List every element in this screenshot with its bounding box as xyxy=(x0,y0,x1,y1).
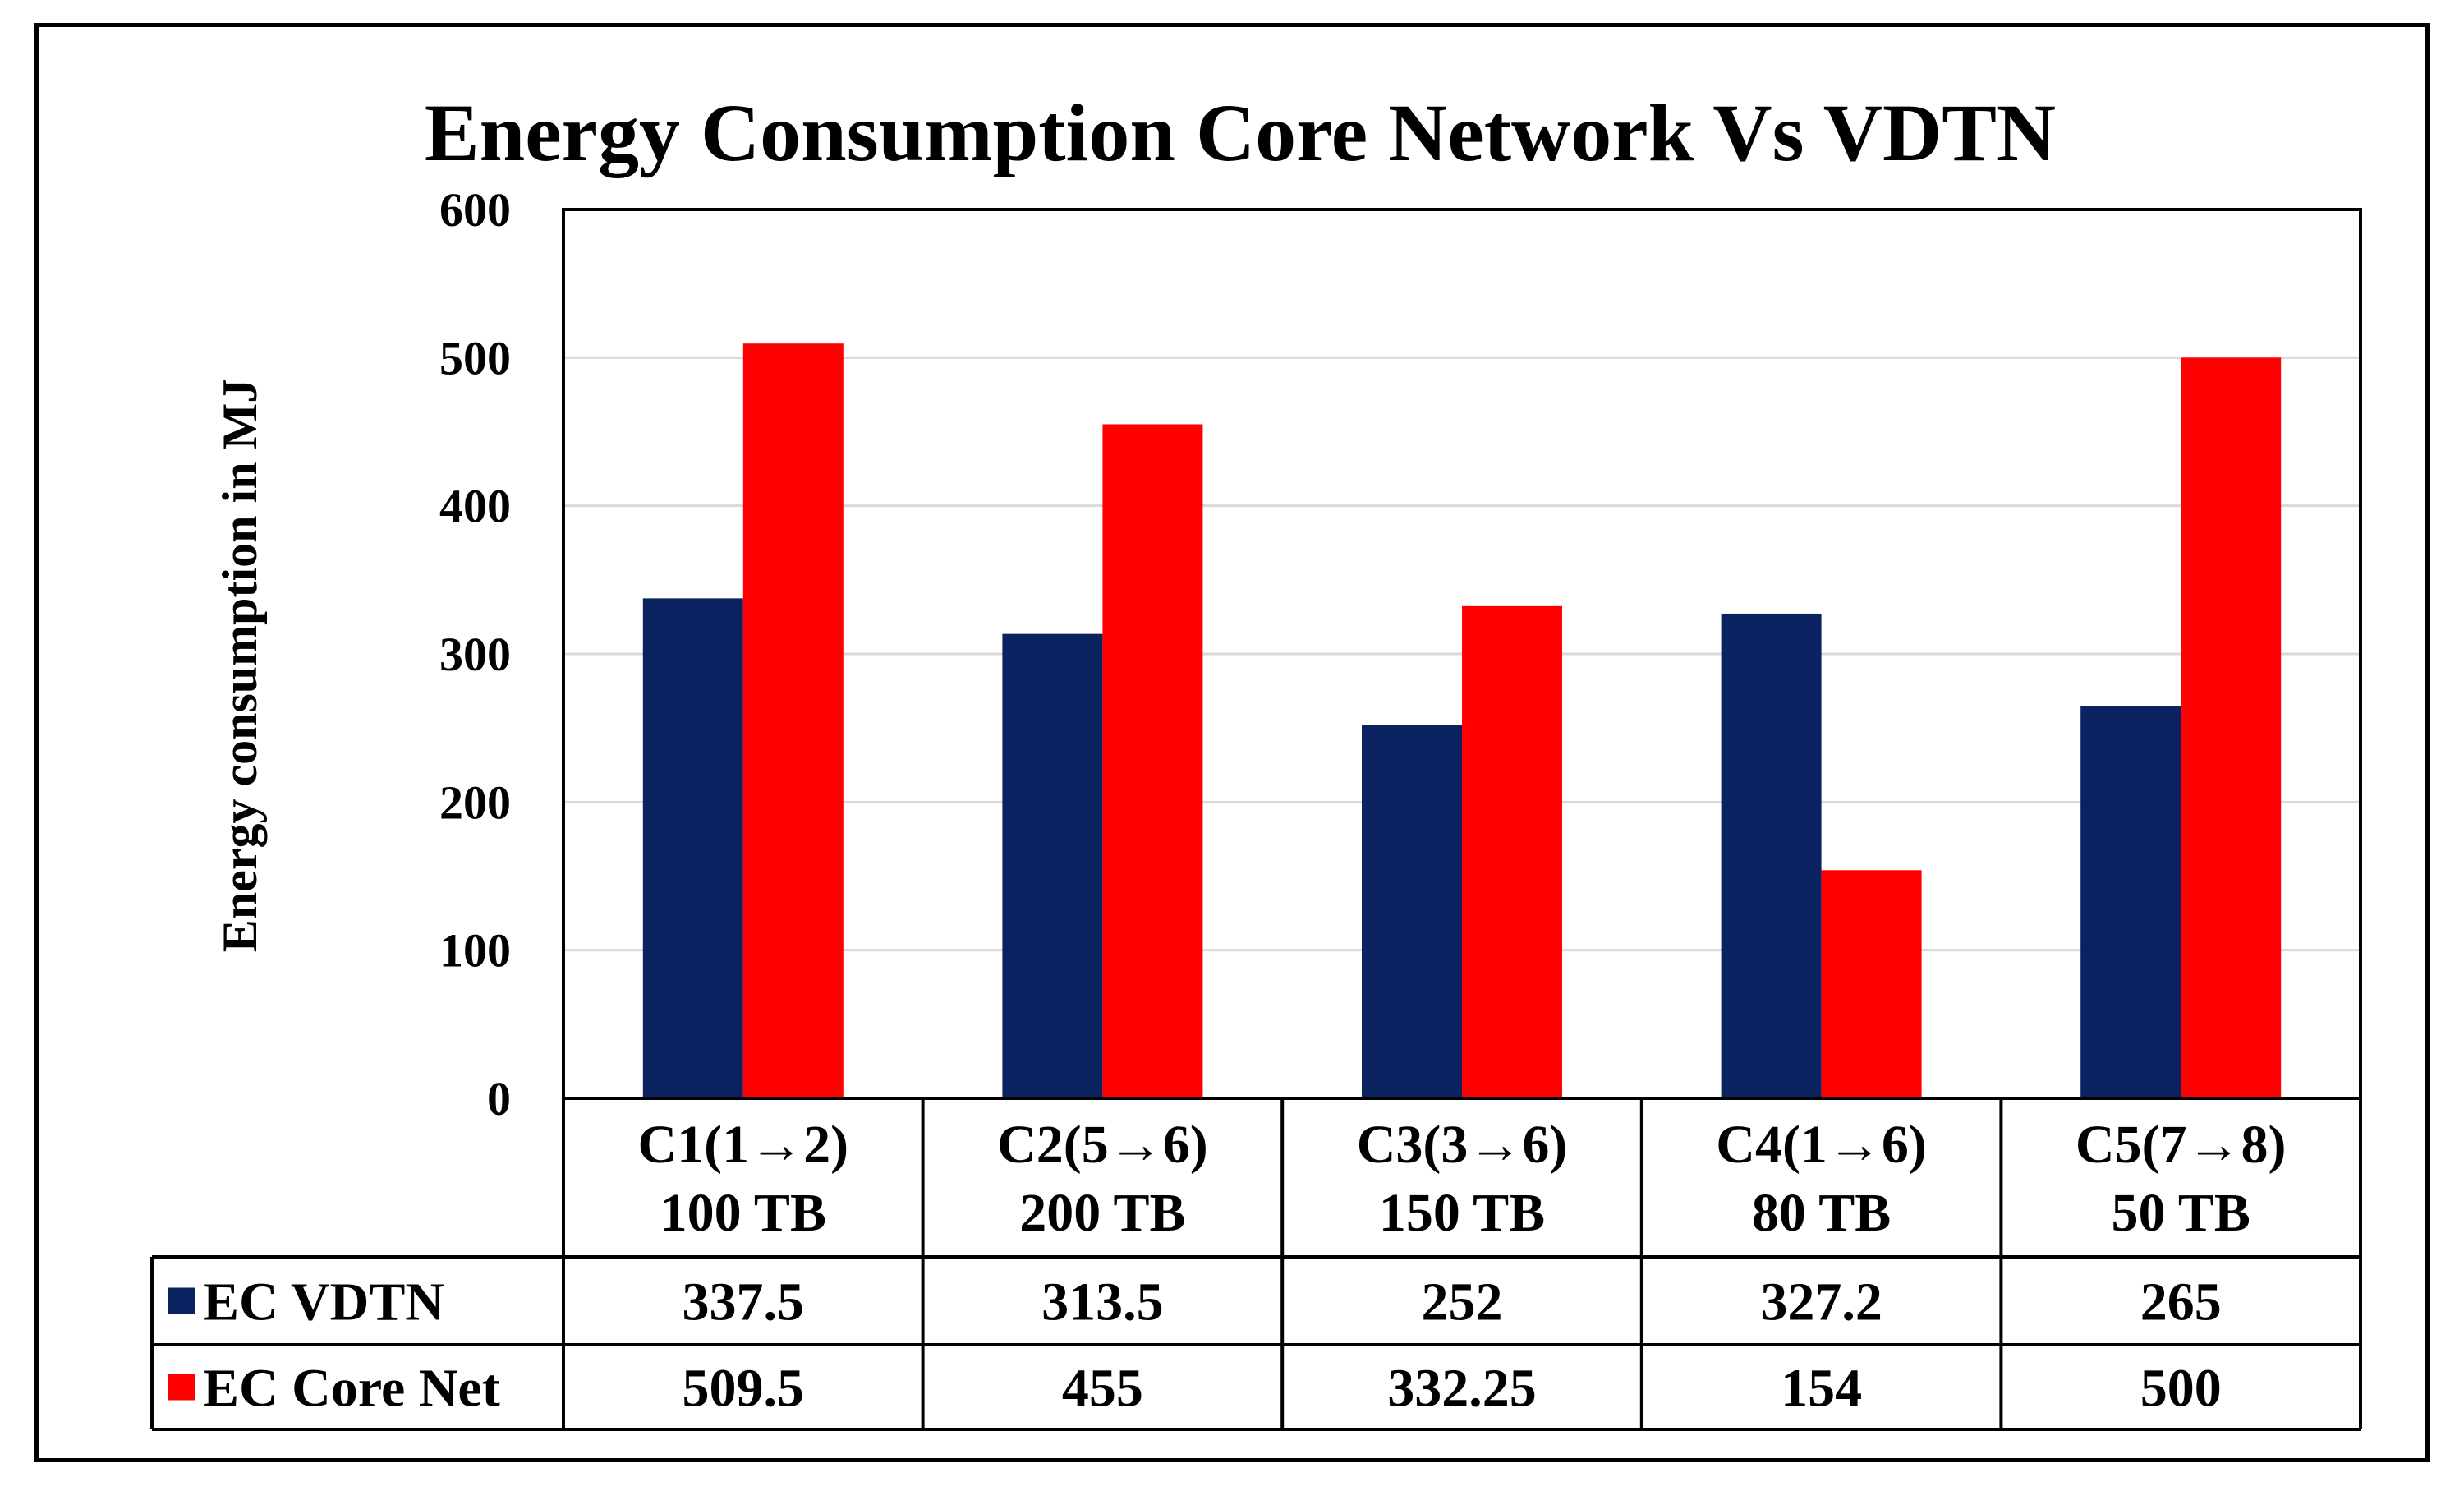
data-table: C1(1→2) 100 TB C2(5→6) 200 TB C3(3→6) 150 TB C… xyxy=(150,1098,2362,1431)
y-tick-label: 0 xyxy=(487,1072,511,1125)
category-label: 80 TB xyxy=(1752,1183,1891,1243)
legend-label: EC VDTN xyxy=(203,1272,444,1332)
y-tick-label: 500 xyxy=(439,331,511,384)
category-label: 150 TB xyxy=(1379,1183,1545,1243)
category-label: 50 TB xyxy=(2112,1183,2250,1243)
data-table-cell: 455 xyxy=(1062,1359,1143,1419)
bar-ec-core-net xyxy=(1821,870,1922,1098)
legend-label: EC Core Net xyxy=(203,1359,500,1419)
category-label: 100 TB xyxy=(660,1183,826,1243)
data-table-cell: 509.5 xyxy=(683,1359,805,1419)
bar-ec-core-net xyxy=(2181,357,2282,1098)
legend-swatch xyxy=(168,1287,195,1314)
category-label: C2(5→6) xyxy=(997,1115,1208,1175)
data-table-cell: 154 xyxy=(1781,1359,1862,1419)
y-tick-label: 100 xyxy=(439,924,511,978)
bar-ec-core-net xyxy=(1102,424,1203,1098)
bar-ec-vdtn xyxy=(1721,613,1822,1098)
y-tick-label: 300 xyxy=(439,628,511,681)
chart-frame xyxy=(34,23,2430,1462)
y-tick-label: 400 xyxy=(439,480,511,533)
y-tick-label: 600 xyxy=(439,183,511,237)
bar-ec-vdtn xyxy=(2080,706,2181,1098)
bar-ec-core-net xyxy=(1462,605,1562,1098)
data-table-cell: 332.25 xyxy=(1387,1359,1537,1419)
bar-ec-vdtn xyxy=(642,598,743,1098)
y-axis-ticks: 0 100 200 300 400 500 600 xyxy=(439,183,511,1125)
bar-ec-core-net xyxy=(742,343,844,1098)
category-label: C5(7→8) xyxy=(2076,1115,2287,1175)
chart-title: Energy Consumption Core Network Vs VDTN xyxy=(425,87,2056,178)
data-table-cell: 327.2 xyxy=(1760,1272,1882,1332)
bars xyxy=(562,208,2362,1100)
data-table-cell: 252 xyxy=(1422,1272,1503,1332)
y-tick-label: 200 xyxy=(439,775,511,829)
y-axis-label: Energy consumption in MJ xyxy=(213,379,267,952)
category-label: C1(1→2) xyxy=(637,1115,848,1175)
category-label: C3(3→6) xyxy=(1357,1115,1568,1175)
category-label: 200 TB xyxy=(1019,1183,1185,1243)
data-table-cell: 500 xyxy=(2140,1359,2222,1419)
data-table-cell: 313.5 xyxy=(1041,1272,1164,1332)
legend-swatch xyxy=(168,1374,195,1401)
data-table-cell: 337.5 xyxy=(683,1272,805,1332)
plot-area-border xyxy=(562,208,2362,1100)
data-table-cell: 265 xyxy=(2140,1272,2222,1332)
bar-ec-vdtn xyxy=(1002,633,1103,1098)
category-label: C4(1→6) xyxy=(1716,1115,1927,1175)
bar-ec-vdtn xyxy=(1362,725,1462,1098)
